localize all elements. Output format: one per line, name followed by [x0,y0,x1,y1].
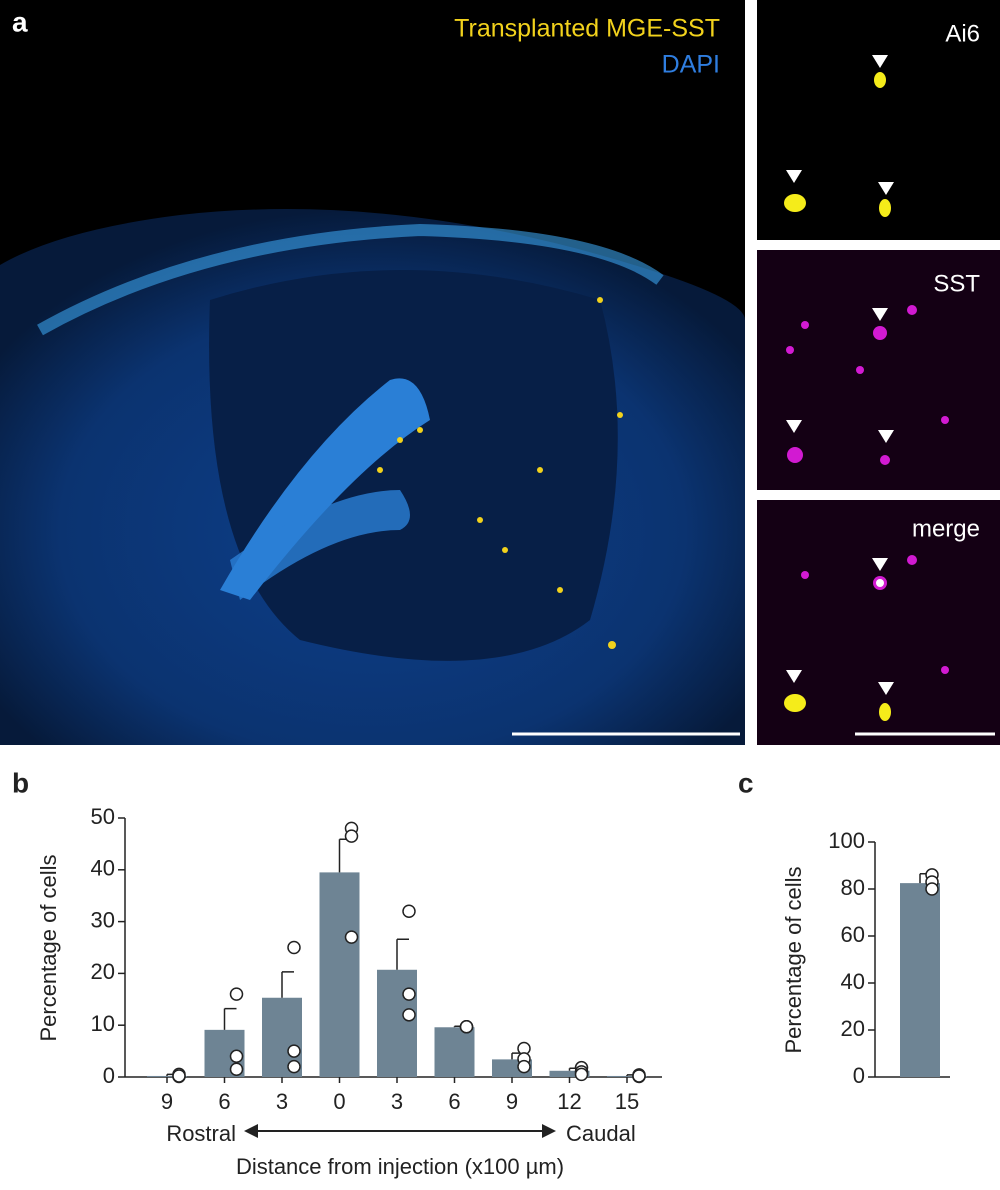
bar [147,1075,187,1077]
y-axis-label: Percentage of cells [36,854,61,1041]
data-point [344,829,359,843]
data-point [925,882,939,896]
y-tick-label: 60 [841,922,865,947]
error-bar [338,838,352,873]
error-bar [281,971,294,998]
data-point [229,1049,244,1064]
panel-label: a [12,6,28,37]
y-tick-label: 0 [103,1063,115,1088]
data-point [287,1059,301,1074]
image-label: SST [933,270,980,297]
data-point [517,1059,531,1074]
x-tick-label: 0 [333,1089,345,1114]
x-tick-label: 9 [506,1089,518,1114]
y-tick-label: 40 [91,856,115,881]
image-label: DAPI [662,51,720,79]
data-point [402,1008,416,1022]
panel-label: c [738,767,754,798]
image-label: merge [912,515,980,542]
y-tick-label: 100 [828,828,865,853]
x-axis-label: Distance from injection (x100 µm) [236,1154,564,1179]
bar [549,1070,590,1077]
bar [319,872,360,1077]
x-tick-label: 3 [276,1089,288,1114]
annotation: Rostral [166,1121,236,1146]
data-point [402,987,416,1001]
image-label: Ai6 [945,20,980,47]
y-tick-label: 30 [91,907,115,932]
y-tick-label: 40 [841,969,865,994]
error-bar [223,1007,237,1030]
bar [607,1075,647,1077]
panel-label: b [12,767,29,798]
data-point [172,1069,186,1083]
data-point [402,904,416,918]
x-tick-label: 6 [218,1089,230,1114]
error-bar [396,938,409,970]
micrograph-main [0,0,745,746]
y-tick-label: 80 [841,875,865,900]
x-tick-label: 12 [557,1089,581,1114]
data-point [574,1067,589,1082]
y-axis-label: Percentage of cells [781,866,806,1053]
data-point [344,930,359,944]
x-tick-label: 6 [448,1089,460,1114]
data-point [287,940,301,955]
y-tick-label: 50 [91,804,115,829]
data-point [632,1069,646,1083]
annotation: Caudal [566,1121,636,1146]
micrograph-insets [757,0,1000,745]
data-point [229,987,244,1001]
y-tick-label: 10 [91,1011,115,1036]
data-point [229,1062,244,1076]
data-point [287,1044,301,1058]
y-tick-label: 0 [853,1063,865,1088]
x-tick-label: 9 [161,1089,173,1114]
x-tick-label: 3 [391,1089,403,1114]
y-tick-label: 20 [91,959,115,984]
bar [900,883,940,1077]
image-label: Transplanted MGE-SST [454,15,720,43]
bar [377,969,417,1077]
y-tick-label: 20 [841,1016,865,1041]
data-point [459,1020,474,1034]
x-tick-label: 15 [615,1089,639,1114]
direction-arrow [244,1124,556,1138]
bar [434,1027,475,1077]
